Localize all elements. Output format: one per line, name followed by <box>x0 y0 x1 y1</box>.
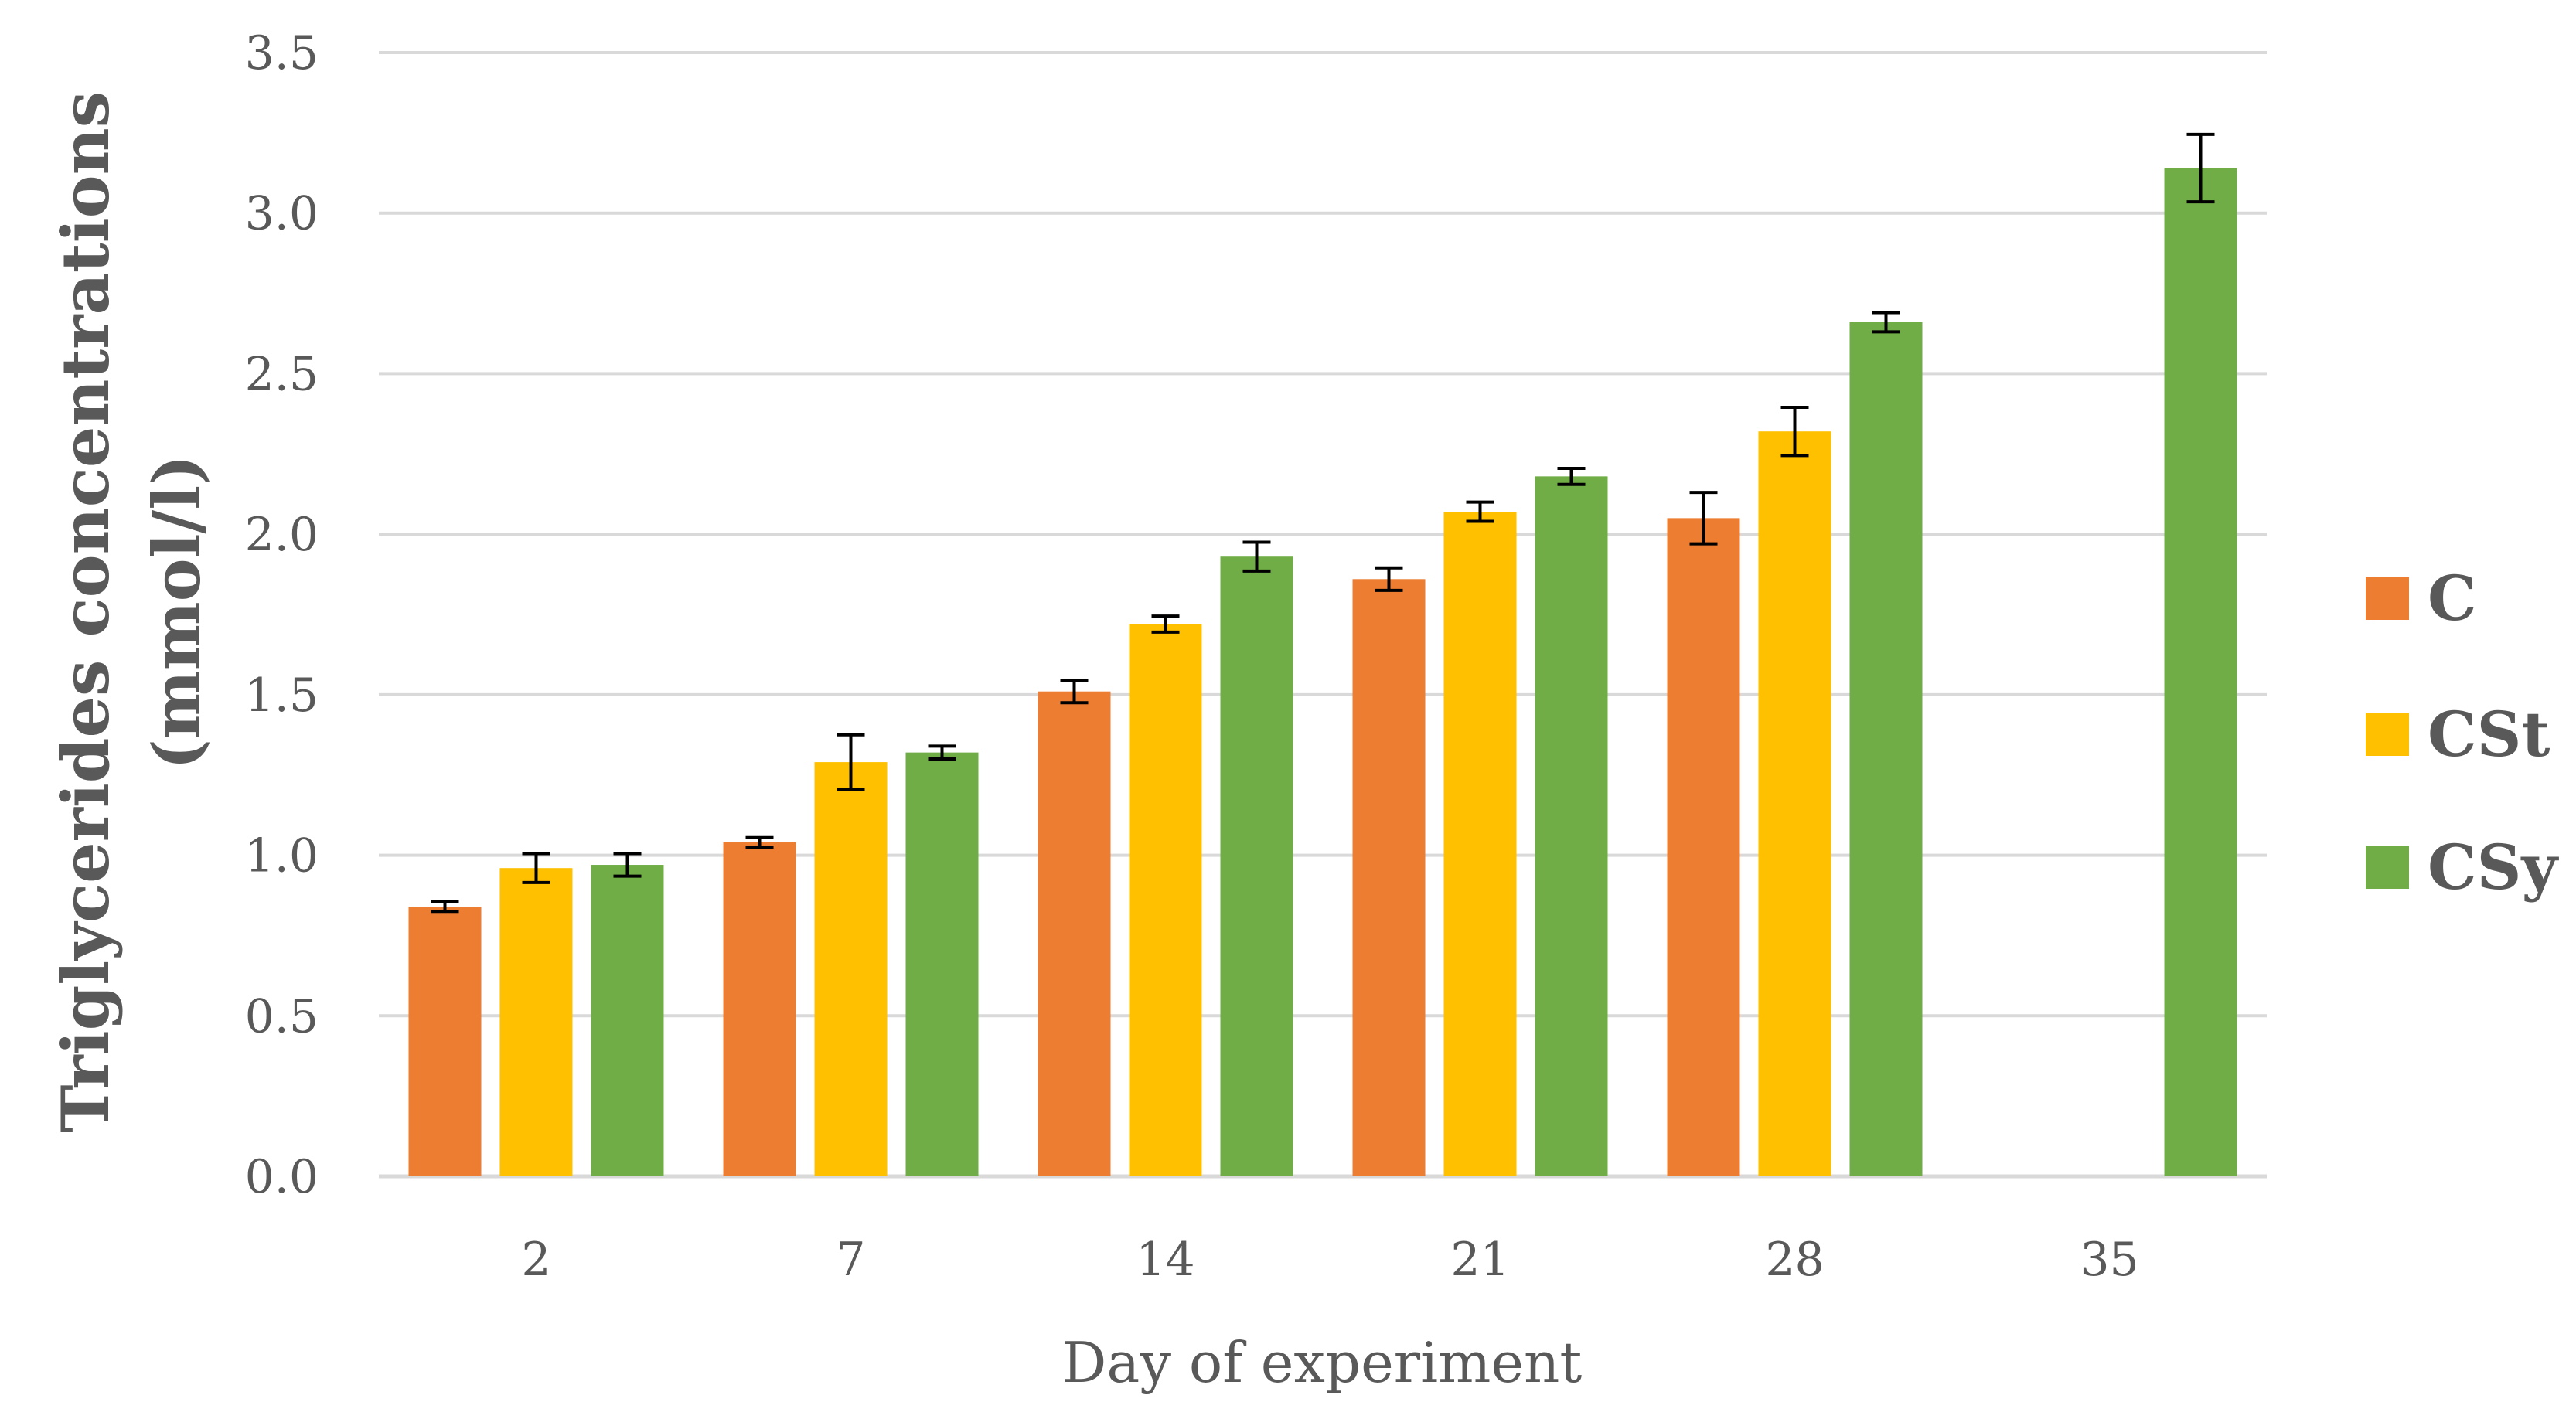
bar-c-day-2 <box>408 907 482 1176</box>
y-tick-label: 3.0 <box>245 187 319 241</box>
bar-c-day-7 <box>723 842 796 1176</box>
bars <box>408 168 2237 1177</box>
error-bar-csy-day-35 <box>2186 132 2215 204</box>
bar-cst-day-7 <box>814 762 888 1176</box>
legend-swatch <box>2366 846 2409 889</box>
bar-cst-day-14 <box>1129 624 1202 1176</box>
y-tick-label: 2.0 <box>245 508 319 562</box>
bar-cst-day-21 <box>1443 512 1517 1176</box>
x-axis-title: Day of experiment <box>1062 1330 1583 1395</box>
error-bar-cst-day-21 <box>1466 500 1494 523</box>
error-bar-cst-day-28 <box>1780 406 1809 458</box>
error-bar-csy-day-2 <box>613 852 642 878</box>
error-bar-cst-day-2 <box>522 852 550 884</box>
error-bar-csy-day-7 <box>928 744 956 761</box>
error-bars <box>431 132 2215 914</box>
bar-c-day-28 <box>1667 518 1740 1176</box>
x-tick-label: 2 <box>521 1233 550 1287</box>
error-bar-c-day-14 <box>1060 679 1089 705</box>
bar-csy-day-7 <box>905 752 979 1176</box>
bar-csy-day-2 <box>591 865 664 1176</box>
x-tick-label: 28 <box>1765 1233 1824 1287</box>
error-bar-csy-day-28 <box>1872 311 1900 334</box>
error-bar-c-day-28 <box>1689 491 1718 546</box>
x-tick-label: 7 <box>836 1233 865 1287</box>
y-axis-ticks: 0.0 0.5 1.0 1.5 2.0 2.5 3.0 3.5 <box>245 26 319 1204</box>
x-axis-ticks: 2 7 14 21 28 35 <box>521 1233 2138 1287</box>
x-tick-label: 14 <box>1136 1233 1194 1287</box>
y-axis-title-line2: (mmol/l) <box>138 454 215 770</box>
y-tick-label: 2.5 <box>245 347 319 401</box>
bar-c-day-21 <box>1352 579 1426 1176</box>
x-tick-label: 21 <box>1450 1233 1509 1287</box>
y-tick-label: 1.0 <box>245 829 319 883</box>
bar-cst-day-2 <box>499 868 573 1176</box>
error-bar-c-day-7 <box>745 835 774 849</box>
bar-csy-day-35 <box>2164 168 2237 1176</box>
y-tick-label: 0.0 <box>245 1150 319 1204</box>
bar-cst-day-28 <box>1758 431 1831 1176</box>
legend-label: CSy <box>2428 831 2559 903</box>
bar-csy-day-21 <box>1535 476 1608 1176</box>
bar-csy-day-14 <box>1220 556 1293 1176</box>
y-axis-title: Triglycerides concentrations (mmol/l) <box>47 91 215 1133</box>
legend-item-c: C <box>2366 562 2477 635</box>
error-bar-c-day-21 <box>1375 566 1403 592</box>
error-bar-cst-day-7 <box>837 733 865 791</box>
x-tick-label: 35 <box>2080 1233 2138 1287</box>
legend: C CSt CSy <box>2366 562 2559 903</box>
y-tick-label: 1.5 <box>245 669 319 723</box>
error-bar-c-day-2 <box>431 900 459 914</box>
y-axis-title-line1: Triglycerides concentrations <box>47 91 124 1133</box>
legend-label: C <box>2428 562 2477 635</box>
legend-item-csy: CSy <box>2366 831 2559 903</box>
legend-item-cst: CSt <box>2366 698 2550 771</box>
bar-csy-day-28 <box>1849 322 1923 1177</box>
legend-swatch <box>2366 713 2409 756</box>
bar-c-day-14 <box>1038 691 1111 1176</box>
error-bar-csy-day-14 <box>1242 540 1271 573</box>
y-tick-label: 3.5 <box>245 26 319 80</box>
error-bar-csy-day-21 <box>1557 466 1586 486</box>
error-bar-cst-day-14 <box>1151 614 1180 634</box>
y-tick-label: 0.5 <box>245 989 319 1043</box>
gridlines <box>379 51 2267 1179</box>
legend-label: CSt <box>2428 698 2550 771</box>
legend-swatch <box>2366 577 2409 620</box>
